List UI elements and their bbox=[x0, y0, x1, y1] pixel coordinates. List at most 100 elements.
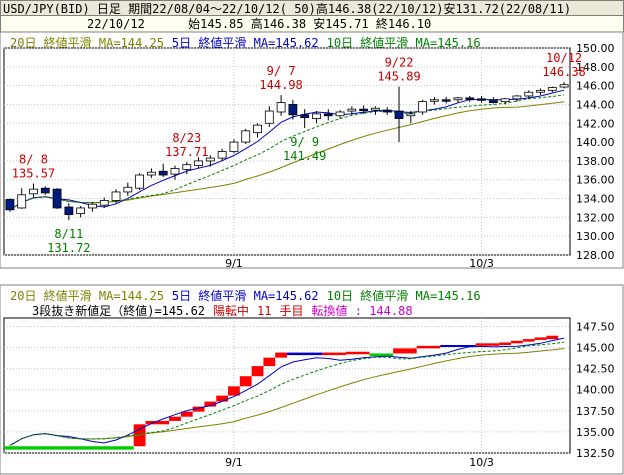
tlb-info-label: 3段抜き新値足（終値)=145.62 bbox=[32, 303, 205, 318]
tlb-brick bbox=[216, 395, 229, 402]
legend-entry: 10日 終値平滑 MA=145.16 bbox=[327, 35, 481, 50]
candle-body bbox=[194, 160, 203, 167]
candle-body bbox=[135, 174, 145, 189]
annotation-value: 144.98 bbox=[259, 78, 302, 92]
legend-entry: 5日 終値平滑 MA=145.62 bbox=[172, 288, 319, 303]
candle-body bbox=[88, 203, 97, 209]
y-tick-label: 138.00 bbox=[576, 155, 615, 168]
tlb-brick bbox=[204, 401, 217, 407]
tlb-brick bbox=[239, 376, 252, 387]
legend-entry: 10日 終値平滑 MA=145.16 bbox=[327, 288, 481, 303]
tlb-brick bbox=[475, 343, 500, 346]
annotation-date: 10/12 bbox=[546, 51, 582, 65]
candle-body bbox=[512, 95, 522, 100]
tlb-brick bbox=[275, 352, 287, 358]
candle-body bbox=[371, 107, 380, 111]
y-tick-label: 144.00 bbox=[576, 98, 615, 111]
candle-body bbox=[536, 89, 545, 93]
annotation-date: 8/ 8 bbox=[19, 152, 48, 166]
tlb-count: 11 bbox=[257, 304, 271, 318]
tlb-brick bbox=[287, 352, 323, 356]
tlb-brick bbox=[251, 366, 264, 377]
candle-body bbox=[418, 101, 428, 113]
window-title-bar: USD/JPY(BID) 日足 期間22/08/04～22/10/12( 50)… bbox=[0, 0, 624, 16]
y-tick-label: 148.00 bbox=[576, 61, 615, 74]
candle-body bbox=[29, 188, 38, 195]
y-tick-label: 150.00 bbox=[576, 42, 615, 55]
tlb-brick bbox=[393, 348, 417, 354]
candle-body bbox=[429, 99, 439, 102]
candle-body bbox=[335, 111, 345, 117]
candle-body bbox=[52, 188, 62, 209]
three-line-break-panel: 132.50 135.00 137.50 140.00 142.50 145.00 147.… bbox=[0, 284, 624, 475]
tlb-brick bbox=[180, 411, 193, 417]
tlb-brick bbox=[546, 335, 559, 340]
y-tick-label: 146.00 bbox=[576, 80, 615, 93]
tlb-brick bbox=[4, 446, 134, 450]
y-tick-label: 142.00 bbox=[576, 117, 615, 130]
candle-body bbox=[300, 114, 310, 119]
annotation-date: 9/ 9 bbox=[290, 135, 319, 149]
tlb-state: 陽転中 bbox=[213, 303, 249, 318]
candle-body bbox=[500, 98, 510, 103]
y-tick-label: 132.00 bbox=[576, 211, 615, 224]
chart-info-line: USD/JPY(BID) 日足 期間22/08/04～22/10/12( 50)… bbox=[3, 2, 572, 16]
candle-body bbox=[182, 164, 192, 170]
tlb-brick bbox=[511, 340, 523, 344]
tlb-brick bbox=[169, 416, 181, 421]
candle-body bbox=[547, 87, 557, 91]
x-tick-label: 10/3 bbox=[469, 456, 494, 469]
y-tick-label: 135.00 bbox=[576, 426, 615, 439]
y-tick-label: 147.50 bbox=[576, 320, 615, 333]
annotation-date: 9/22 bbox=[385, 56, 414, 70]
legend-entry: 20日 終値平滑 MA=144.25 bbox=[10, 35, 164, 50]
tlb-brick bbox=[416, 345, 441, 349]
annotation-value: 135.57 bbox=[12, 166, 55, 180]
ma10-line bbox=[9, 341, 565, 446]
candle-body bbox=[406, 113, 416, 117]
tlb-brick bbox=[369, 353, 394, 356]
tlb-brick bbox=[228, 386, 240, 396]
annotation-value: 145.89 bbox=[377, 70, 420, 84]
candle-body bbox=[453, 97, 463, 101]
tlb-brick bbox=[499, 342, 512, 345]
tlb-brick bbox=[345, 351, 370, 355]
candle-body bbox=[264, 110, 274, 124]
candle-body bbox=[40, 187, 50, 194]
annotation-value: 137.71 bbox=[165, 145, 208, 159]
legend-entry: 20日 終値平滑 MA=144.25 bbox=[10, 288, 164, 303]
x-tick-label: 9/1 bbox=[225, 257, 243, 270]
tlb-brick bbox=[263, 357, 276, 367]
candle-body bbox=[359, 108, 369, 112]
candle-body bbox=[64, 206, 74, 215]
candle-body bbox=[158, 170, 168, 176]
candlestick-panel-frame bbox=[0, 31, 624, 269]
y-tick-label: 132.50 bbox=[576, 447, 615, 460]
candle-body bbox=[76, 207, 86, 214]
candle-body bbox=[276, 102, 286, 113]
candle-body bbox=[241, 130, 251, 143]
candlestick-panel: 128.00 130.00 132.00 134.00 136.00 138.00 140.… bbox=[0, 31, 624, 270]
candle-body bbox=[488, 99, 498, 103]
y-tick-label: 140.00 bbox=[576, 384, 615, 397]
y-tick-label: 145.00 bbox=[576, 342, 615, 355]
tlb-brick bbox=[522, 339, 535, 342]
tlb-reversal-value: 転換値 : 144.88 bbox=[312, 303, 413, 318]
candle-body bbox=[382, 109, 392, 113]
x-tick-label: 10/3 bbox=[469, 257, 494, 270]
y-tick-label: 142.50 bbox=[576, 363, 615, 376]
y-tick-label: 140.00 bbox=[576, 136, 615, 149]
tlb-brick bbox=[534, 337, 547, 340]
legend-entry: 5日 終値平滑 MA=145.62 bbox=[172, 35, 319, 50]
y-tick-label: 130.00 bbox=[576, 230, 615, 243]
tlb-brick bbox=[440, 345, 476, 347]
y-tick-label: 128.00 bbox=[576, 249, 615, 262]
candle-body bbox=[394, 110, 404, 119]
annotation-date: 9/ 7 bbox=[267, 64, 296, 78]
annotation-date: 8/11 bbox=[54, 227, 83, 241]
candle-body bbox=[205, 157, 215, 162]
y-tick-label: 137.50 bbox=[576, 405, 615, 418]
candle-body bbox=[559, 84, 569, 88]
candle-body bbox=[217, 151, 227, 159]
